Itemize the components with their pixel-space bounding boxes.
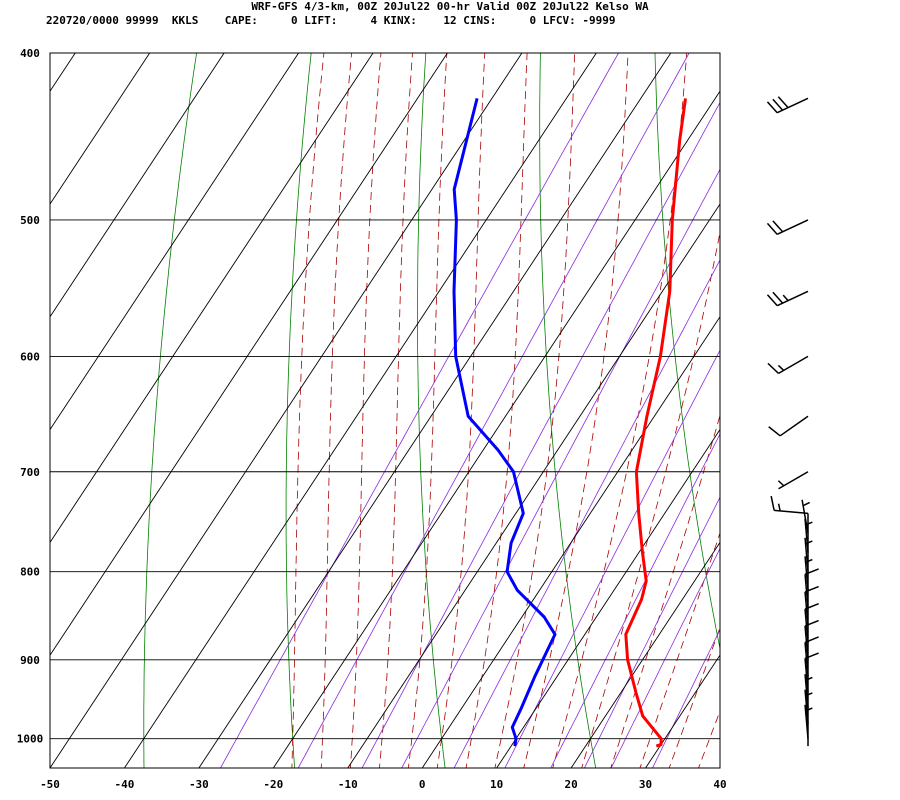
sounding-indices: 220720/0000 99999 KKLS CAPE: 0 LIFT: 4 K… xyxy=(46,14,616,27)
dewpoint-profile xyxy=(452,98,557,747)
dry-adiabat xyxy=(285,53,312,768)
moist-adiabat xyxy=(349,53,382,768)
pressure-tick-label: 1000 xyxy=(17,733,44,746)
moist-adiabat xyxy=(523,53,629,768)
moist-adiabat xyxy=(291,53,325,768)
wind-barb xyxy=(801,499,811,534)
isotherm-line xyxy=(50,53,523,768)
moist-adiabat xyxy=(436,53,486,768)
pressure-tick-label: 500 xyxy=(20,214,40,227)
mixing-ratio-line xyxy=(297,53,690,768)
isotherm-grid xyxy=(50,53,720,768)
axis-tick-labels: 400 500 600 700 800 900 1000 -50 -40 -30 -20 -10 0 10… xyxy=(17,47,727,791)
plot-frame xyxy=(49,52,721,769)
isotherm-line xyxy=(421,316,720,768)
mixing-ratio-line xyxy=(453,259,720,768)
wind-barb xyxy=(770,495,809,515)
temperature-tick-label: -20 xyxy=(263,778,283,791)
thermo-background-lines xyxy=(143,44,900,772)
isobar-grid xyxy=(50,52,720,740)
dry-adiabat xyxy=(539,53,597,768)
wind-barb xyxy=(768,415,809,437)
mixing-ratio-line xyxy=(584,496,720,768)
wind-barb xyxy=(766,219,809,236)
pressure-tick-label: 800 xyxy=(20,566,40,579)
temperature-tick-label: 20 xyxy=(564,778,577,791)
isotherm-line xyxy=(570,541,720,768)
sounding-profiles xyxy=(452,98,687,748)
isotherm-line xyxy=(50,53,448,657)
mixing-ratio-line xyxy=(220,53,619,768)
temperature-tick-label: 10 xyxy=(490,778,503,791)
isotherm-line xyxy=(272,90,720,768)
mixing-ratio-line xyxy=(504,349,720,768)
moist-adiabat xyxy=(552,53,688,768)
temperature-tick-label: -50 xyxy=(40,778,60,791)
moist-adiabat xyxy=(494,53,576,768)
moist-adiabat xyxy=(378,53,413,768)
moist-adiabat xyxy=(639,531,720,768)
moist-adiabat xyxy=(581,230,720,768)
temperature-tick-label: 40 xyxy=(713,778,726,791)
isotherm-line xyxy=(50,53,225,318)
temperature-tick-label: -10 xyxy=(338,778,358,791)
dry-adiabat xyxy=(654,53,720,651)
dry-adiabat xyxy=(143,53,197,768)
pressure-tick-label: 400 xyxy=(20,47,40,60)
mixing-ratio-line xyxy=(361,101,720,768)
temperature-profile xyxy=(624,98,687,748)
moist-adiabat xyxy=(610,414,720,768)
isotherm-line xyxy=(50,53,299,431)
pressure-tick-label: 900 xyxy=(20,654,40,667)
moist-adiabat xyxy=(727,44,900,772)
mixing-ratio-line xyxy=(652,628,720,768)
pressure-tick-label: 600 xyxy=(20,350,40,363)
mixing-ratio-line xyxy=(401,168,720,768)
isotherm-line xyxy=(645,654,720,768)
dry-adiabat xyxy=(884,53,900,768)
wind-barb xyxy=(766,96,809,114)
moist-adiabat xyxy=(668,626,720,768)
isotherm-line xyxy=(50,53,374,544)
wind-barb-column xyxy=(766,96,819,747)
moist-adiabat xyxy=(320,53,353,768)
mixing-ratio-line xyxy=(610,547,720,768)
dry-adiabat xyxy=(417,53,446,768)
dry-adiabat xyxy=(770,53,897,768)
moist-adiabat xyxy=(407,53,448,768)
isotherm-line xyxy=(719,767,720,768)
isotherm-line xyxy=(496,428,720,768)
temperature-tick-label: 30 xyxy=(639,778,652,791)
moist-adiabat xyxy=(465,53,528,768)
chart-title: WRF-GFS 4/3-km, 00Z 20Jul22 00-hr Valid … xyxy=(251,0,649,13)
isotherm-line xyxy=(124,53,597,768)
wind-barb xyxy=(777,471,809,490)
wind-barb xyxy=(766,290,809,307)
isotherm-line xyxy=(347,203,720,768)
isotherm-line xyxy=(50,53,151,205)
temperature-tick-label: -30 xyxy=(189,778,209,791)
temperature-tick-label: 0 xyxy=(419,778,426,791)
mixing-ratio-line xyxy=(550,433,720,768)
moist-adiabat xyxy=(698,709,720,768)
pressure-tick-label: 700 xyxy=(20,466,40,479)
wind-barb xyxy=(767,355,809,375)
temperature-tick-label: -40 xyxy=(115,778,135,791)
isotherm-line xyxy=(198,53,672,768)
